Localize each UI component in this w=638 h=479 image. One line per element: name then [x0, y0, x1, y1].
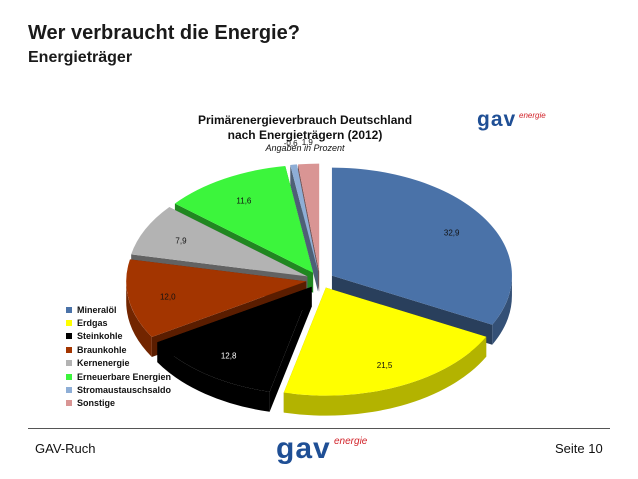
pie-slice-top-1 [283, 287, 487, 396]
slide-title: Wer verbraucht die Energie? [28, 22, 300, 44]
pie-data-label-0: 32,9 [444, 229, 460, 238]
legend-item-4: Kernenergie [66, 357, 171, 370]
gav-logo-footer: gav energie [276, 432, 367, 466]
legend-label: Erneuerbare Energien [77, 371, 172, 382]
pie-slice-wall-3-0 [126, 281, 152, 357]
page-number: Seite 10 [555, 441, 603, 456]
legend-label: Steinkohle [77, 331, 123, 342]
pie-slice-top-5 [174, 165, 314, 273]
legend-swatch [66, 320, 72, 327]
legend-label: Stromaustauschsaldo [77, 385, 172, 396]
legend-item-6: Stromaustauschsaldo [66, 383, 171, 396]
legend-swatch [66, 346, 72, 353]
chart-title-line-2: nach Energieträgern (2012) [227, 128, 383, 142]
legend-item-7: Sonstige [66, 397, 171, 410]
pie-data-label-5: 11,6 [236, 196, 252, 205]
chart-subtitle: Angaben in Prozent [265, 143, 345, 153]
pie-slice-top-3 [126, 259, 307, 337]
legend-swatch [66, 400, 72, 407]
legend-swatch [66, 360, 72, 367]
legend-item-2: Steinkohle [66, 330, 171, 343]
pie-slice-top-6 [290, 164, 319, 272]
chart-title-line-1: Primärenergieverbrauch Deutschland [197, 113, 413, 127]
pie-slice-1 [283, 287, 487, 416]
pie-slice-top-0 [331, 167, 512, 325]
legend-label: Sonstige [77, 398, 116, 409]
pie-data-label-1: 21,5 [377, 361, 393, 370]
logo-superscript: energie [519, 111, 546, 120]
pie-data-label-2: 12,8 [221, 352, 237, 361]
gav-logo-chart: gav energie [477, 108, 546, 132]
pie-slice-top-2 [157, 286, 312, 392]
legend-item-5: Erneuerbare Energien [66, 370, 171, 383]
pie-slice-wall-0-0 [492, 275, 512, 345]
pie-slice-wall-2-0 [157, 342, 270, 412]
footer-divider [28, 428, 610, 429]
chart-legend: Mineralöl Erdgas Steinkohle Braunkohle Kerne… [66, 303, 171, 410]
slide-subtitle: Energieträger [28, 49, 133, 66]
pie-slice-6 [290, 164, 319, 292]
legend-swatch [66, 373, 72, 380]
legend-item-0: Mineralöl [66, 303, 171, 316]
legend-label: Mineralöl [77, 304, 117, 315]
legend-label: Kernenergie [77, 358, 130, 369]
legend-swatch [66, 306, 72, 313]
pie-slice-side-2-0 [269, 286, 312, 412]
logo-word: gav [477, 108, 517, 131]
logo-superscript: energie [334, 436, 368, 447]
legend-item-1: Erdgas [66, 316, 171, 329]
chart-title: Primärenergieverbrauch Deutschland nach … [160, 113, 450, 143]
footer-author: GAV-Ruch [35, 441, 96, 456]
pie-slice-top-4 [131, 207, 308, 277]
legend-item-3: Braunkohle [66, 343, 171, 356]
pie-slice-top-7 [297, 163, 320, 272]
pie-data-label-4: 7,9 [175, 237, 187, 246]
legend-swatch [66, 387, 72, 394]
pie-slice-side-6-0 [290, 164, 319, 292]
pie-data-label-3: 12,0 [160, 292, 176, 301]
pie-slice-wall-1-0 [283, 336, 487, 416]
logo-word: gav [276, 432, 331, 465]
pie-data-label-6: -0,6 [284, 139, 298, 148]
legend-label: Braunkohle [77, 344, 127, 355]
pie-slice-2 [157, 286, 312, 412]
legend-swatch [66, 333, 72, 340]
legend-label: Erdgas [77, 318, 108, 329]
pie-data-label-7: 1,9 [302, 138, 314, 147]
